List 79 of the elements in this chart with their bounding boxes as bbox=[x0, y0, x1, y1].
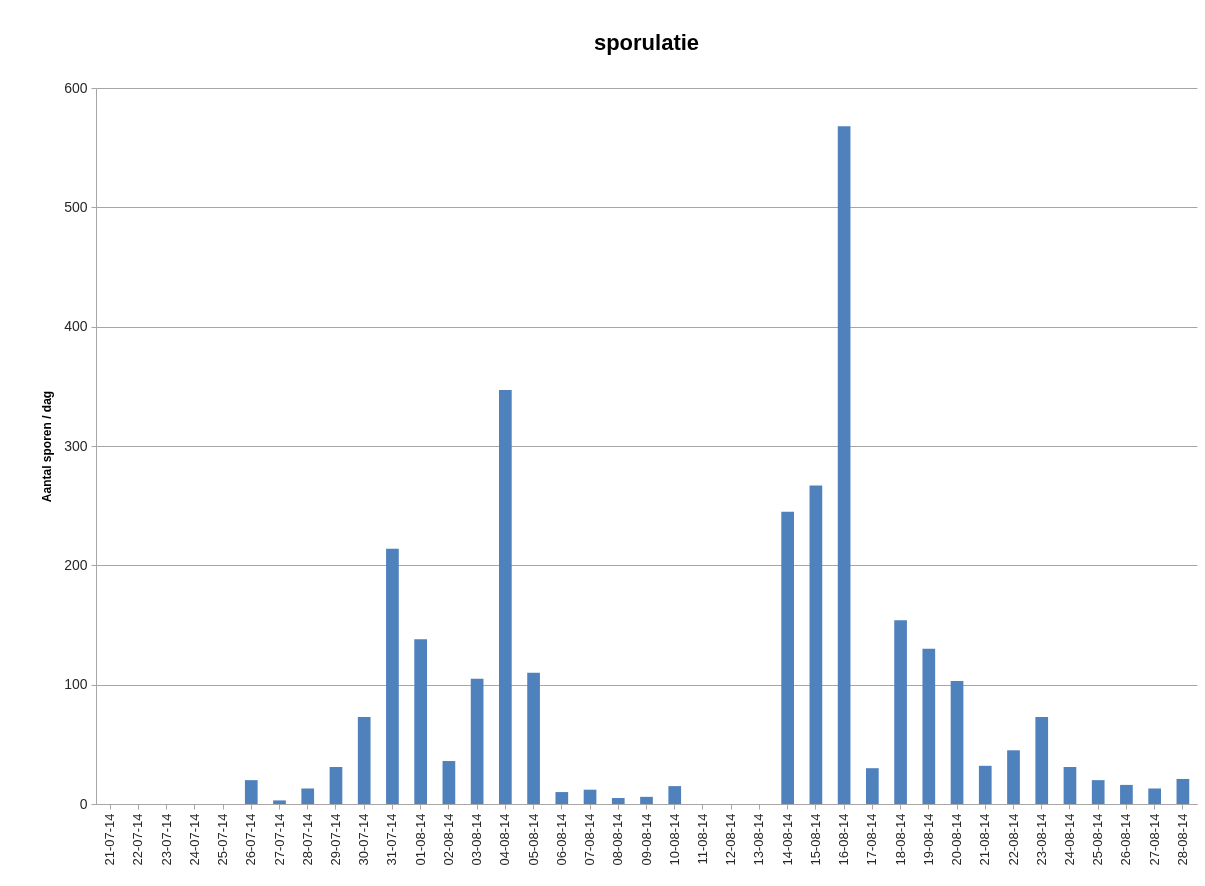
y-tick-label: 0 bbox=[79, 795, 88, 812]
bar bbox=[1176, 778, 1190, 804]
bar bbox=[244, 780, 258, 804]
bar bbox=[1120, 784, 1133, 804]
bar bbox=[978, 765, 992, 804]
x-tick-label: 30-07-14 bbox=[356, 813, 372, 866]
x-tick-label: 17-08-14 bbox=[864, 813, 880, 866]
bar bbox=[837, 126, 851, 804]
bar bbox=[640, 796, 653, 804]
x-tick-label: 07-08-14 bbox=[582, 813, 598, 866]
bar bbox=[611, 798, 625, 804]
bar bbox=[1063, 767, 1077, 804]
bar bbox=[1091, 780, 1105, 804]
x-tick-label: 11-08-14 bbox=[694, 813, 710, 865]
bar bbox=[414, 639, 428, 804]
x-tick-label: 29-07-14 bbox=[327, 813, 343, 866]
bar bbox=[781, 511, 795, 804]
x-tick-label: 03-08-14 bbox=[469, 813, 485, 866]
x-tick-label: 21-07-14 bbox=[102, 813, 118, 866]
x-tick-label: 25-07-14 bbox=[215, 813, 231, 866]
x-tick-label: 21-08-14 bbox=[977, 813, 993, 866]
x-tick-label: 22-07-14 bbox=[130, 813, 146, 866]
y-tick-label: 300 bbox=[64, 437, 88, 454]
x-tick-label: 20-08-14 bbox=[949, 813, 965, 866]
x-tick-label: 10-08-14 bbox=[666, 813, 682, 866]
x-tick-label: 02-08-14 bbox=[440, 813, 456, 866]
x-tick-label: 31-07-14 bbox=[384, 813, 400, 866]
bar bbox=[809, 485, 823, 804]
y-tick-label: 500 bbox=[64, 198, 88, 215]
x-tick-label: 25-08-14 bbox=[1090, 813, 1106, 866]
x-tick-label: 26-07-14 bbox=[243, 813, 259, 866]
x-tick-label: 27-07-14 bbox=[271, 813, 287, 866]
bar bbox=[527, 672, 540, 804]
bar bbox=[301, 788, 315, 804]
bar bbox=[273, 800, 286, 804]
y-tick-label: 400 bbox=[64, 318, 88, 335]
x-tick-label: 06-08-14 bbox=[553, 813, 569, 866]
bar bbox=[1035, 716, 1049, 804]
x-tick-label: 23-08-14 bbox=[1033, 813, 1049, 866]
chart-title: sporulatie bbox=[593, 30, 700, 55]
x-tick-label: 01-08-14 bbox=[412, 813, 428, 866]
x-tick-label: 14-08-14 bbox=[779, 813, 795, 866]
y-tick-label: 600 bbox=[64, 79, 88, 96]
x-tick-label: 24-07-14 bbox=[186, 813, 202, 866]
x-tick-label: 26-08-14 bbox=[1118, 813, 1134, 866]
bar bbox=[442, 761, 456, 804]
x-tick-label: 23-07-14 bbox=[158, 813, 174, 866]
x-tick-label: 12-08-14 bbox=[723, 813, 739, 866]
x-tick-label: 27-08-14 bbox=[1146, 813, 1162, 866]
x-tick-label: 13-08-14 bbox=[751, 813, 767, 866]
bar bbox=[1007, 750, 1020, 804]
bar bbox=[668, 786, 682, 804]
bar bbox=[583, 789, 597, 804]
bar bbox=[498, 389, 512, 804]
x-tick-label: 28-07-14 bbox=[299, 813, 315, 866]
x-tick-label: 22-08-14 bbox=[1005, 813, 1021, 866]
bar bbox=[922, 648, 936, 804]
bar bbox=[357, 716, 371, 804]
y-tick-label: 200 bbox=[64, 556, 88, 573]
y-axis-title: Aantal sporen / dag bbox=[40, 390, 55, 503]
x-tick-label: 08-08-14 bbox=[610, 813, 626, 866]
bar bbox=[894, 620, 907, 804]
bar bbox=[1148, 788, 1162, 804]
bar bbox=[865, 768, 879, 804]
x-tick-label: 05-08-14 bbox=[525, 813, 541, 866]
x-tick-label: 28-08-14 bbox=[1174, 813, 1190, 866]
x-tick-label: 15-08-14 bbox=[807, 813, 823, 866]
bar bbox=[329, 767, 343, 804]
x-tick-label: 04-08-14 bbox=[497, 813, 513, 866]
x-tick-label: 18-08-14 bbox=[892, 813, 908, 866]
bar bbox=[950, 681, 964, 804]
bar bbox=[470, 678, 484, 804]
y-tick-label: 100 bbox=[64, 676, 88, 693]
x-tick-label: 24-08-14 bbox=[1061, 813, 1077, 866]
x-tick-label: 19-08-14 bbox=[920, 813, 936, 866]
bar bbox=[386, 548, 399, 804]
bar bbox=[555, 792, 569, 804]
x-tick-label: 16-08-14 bbox=[836, 813, 852, 866]
x-tick-label: 09-08-14 bbox=[638, 813, 654, 866]
